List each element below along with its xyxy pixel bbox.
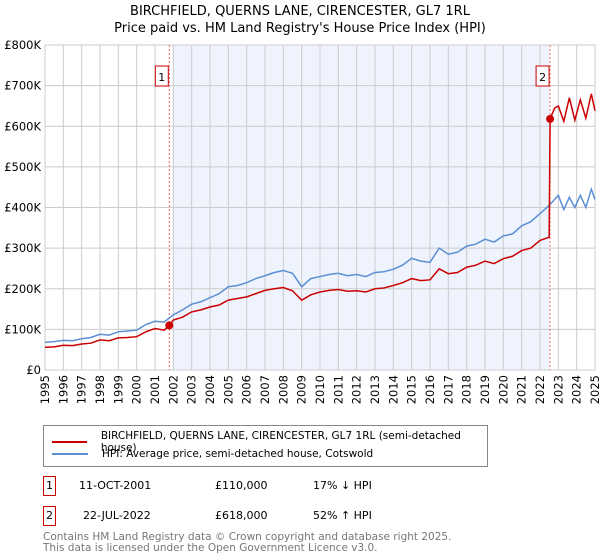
series-line-property [44, 93, 596, 348]
x-tick-label: 2015 [405, 375, 419, 404]
x-tick-label: 1999 [111, 375, 125, 404]
x-tick-label: 2010 [313, 375, 327, 404]
x-tick-label: 2003 [185, 375, 199, 404]
y-tick-label: £200K [4, 282, 41, 296]
sale-row-1: 1 11-OCT-2001 £110,000 17% ↓ HPI [43, 476, 443, 496]
x-tick-label: 2011 [331, 375, 345, 404]
x-tick-label: 2021 [515, 375, 529, 404]
y-tick-label: £500K [4, 160, 41, 174]
title-line: BIRCHFIELD, QUERNS LANE, CIRENCESTER, GL… [130, 4, 470, 19]
chart-title: BIRCHFIELD, QUERNS LANE, CIRENCESTER, GL… [0, 3, 600, 37]
x-tick-label: 2007 [258, 375, 272, 404]
sale-hpi: 52% ↑ HPI [313, 509, 372, 522]
y-tick-label: £300K [4, 241, 41, 255]
x-tick-label: 2013 [368, 375, 382, 404]
x-tick-label: 2020 [496, 375, 510, 404]
legend-label: BIRCHFIELD, QUERNS LANE, CIRENCESTER, GL… [100, 430, 461, 454]
legend-label: HPI: Average price, semi-detached house,… [102, 448, 374, 460]
sale-badge: 1 [43, 476, 56, 496]
legend-item-hpi: HPI: Average price, semi-detached house,… [52, 448, 373, 460]
x-tick-label: 2012 [350, 375, 364, 404]
x-tick-label: 2016 [423, 375, 437, 404]
legend: BIRCHFIELD, QUERNS LANE, CIRENCESTER, GL… [43, 425, 488, 467]
y-tick-label: £700K [4, 79, 41, 93]
y-tick-label: £600K [4, 119, 41, 133]
footer-licence: This data is licensed under the Open Gov… [43, 542, 378, 554]
sale-price: £618,000 [215, 509, 268, 522]
x-tick-label: 2023 [551, 375, 565, 404]
sale-label: 2 [539, 71, 546, 84]
x-tick-label: 2014 [386, 375, 400, 404]
subtitle-line: Price paid vs. HM Land Registry's House … [114, 21, 486, 36]
legend-swatch-blue [52, 453, 88, 455]
x-tick-label: 1997 [75, 375, 89, 404]
x-tick-label: 2025 [588, 375, 600, 404]
x-tick-label: 2006 [240, 375, 254, 404]
sale-label-box [154, 65, 169, 87]
sale-row-2: 2 22-JUL-2022 £618,000 52% ↑ HPI [43, 506, 443, 526]
y-tick-label: £100K [4, 322, 41, 336]
sale-hpi: 17% ↓ HPI [313, 479, 372, 492]
footer-copyright: Contains HM Land Registry data © Crown c… [43, 531, 452, 543]
legend-swatch-red [52, 441, 87, 443]
x-tick-label: 2001 [148, 375, 162, 404]
y-tick-label: £800K [4, 38, 41, 52]
sale-label-box [535, 65, 550, 87]
sale-label: 1 [158, 71, 165, 84]
x-tick-label: 1996 [56, 375, 70, 404]
x-tick-label: 2009 [295, 375, 309, 404]
x-tick-label: 2017 [441, 375, 455, 404]
sale-point [546, 114, 555, 123]
price-chart: 1995 1996 1997 1998 1999 2000 2001 2002 2003 2004… [4, 38, 600, 404]
sale-price: £110,000 [215, 479, 268, 492]
x-tick-label: 2008 [276, 375, 290, 404]
plot-border [44, 44, 596, 371]
x-tick-label: 2004 [203, 375, 217, 404]
footer: Contains HM Land Registry data © Crown c… [43, 532, 451, 554]
x-tick-label: 2002 [166, 375, 180, 404]
sale-date: 11-OCT-2001 [79, 479, 152, 492]
x-tick-label: 2018 [460, 375, 474, 404]
x-tick-label: 2000 [130, 375, 144, 404]
sale-badge: 2 [43, 506, 56, 526]
x-tick-label: 1998 [93, 375, 107, 404]
x-tick-label: 2019 [478, 375, 492, 404]
legend-item-property: BIRCHFIELD, QUERNS LANE, CIRENCESTER, GL… [52, 430, 487, 454]
x-tick-label: 1995 [38, 375, 52, 404]
y-tick-label: £0 [26, 363, 41, 377]
sale-date: 22-JUL-2022 [83, 509, 151, 522]
x-tick-label: 2022 [533, 375, 547, 404]
sale-point [165, 321, 174, 330]
series-line-hpi [44, 186, 596, 344]
y-tick-label: £400K [4, 201, 41, 215]
x-tick-label: 2024 [570, 375, 584, 404]
x-tick-label: 2005 [221, 375, 235, 404]
